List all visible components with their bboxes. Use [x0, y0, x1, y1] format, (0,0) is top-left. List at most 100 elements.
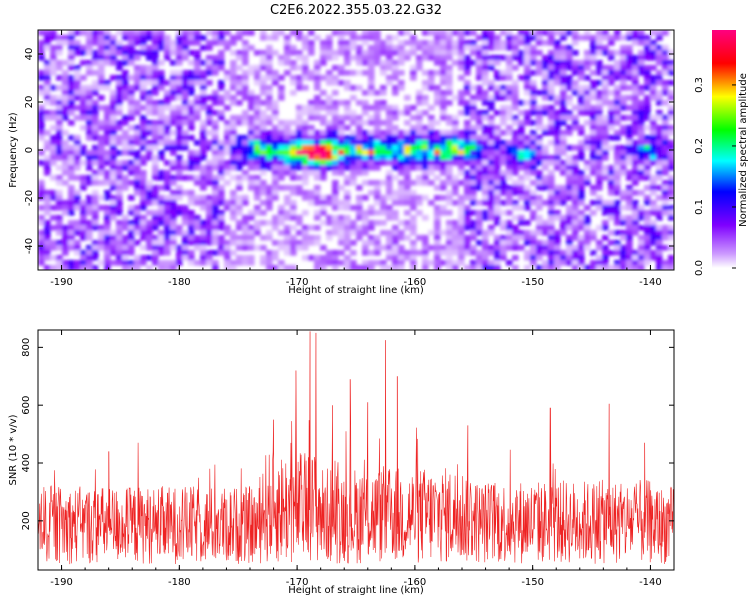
heatmap-cell [572, 230, 579, 236]
heatmap-cell [122, 145, 129, 151]
heatmap-cell [80, 255, 87, 261]
heatmap-cell [356, 45, 363, 51]
heatmap-cell [140, 225, 147, 231]
heatmap-cell [332, 260, 339, 266]
heatmap-cell [110, 170, 117, 176]
heatmap-cell [344, 105, 351, 111]
heatmap-cell [422, 150, 429, 156]
heatmap-cell [62, 235, 69, 241]
heatmap-cell [266, 200, 273, 206]
heatmap-cell [68, 40, 75, 46]
heatmap-cell [524, 50, 531, 56]
heatmap-cell [644, 125, 651, 131]
heatmap-cell [194, 150, 201, 156]
heatmap-cell [632, 220, 639, 226]
heatmap-cell [422, 85, 429, 91]
heatmap-cell [644, 145, 651, 151]
heatmap-cell [266, 50, 273, 56]
heatmap-cell [308, 170, 315, 176]
heatmap-cell [380, 265, 387, 270]
heatmap-cell [332, 265, 339, 270]
heatmap-cell [86, 60, 93, 66]
heatmap-cell [536, 255, 543, 261]
heatmap-cell [614, 165, 621, 171]
heatmap-cell [656, 70, 663, 76]
heatmap-cell [296, 110, 303, 116]
heatmap-cell [212, 205, 219, 211]
heatmap-cell [152, 190, 159, 196]
heatmap-cell [434, 185, 441, 191]
heatmap-cell [350, 205, 357, 211]
heatmap-cell [374, 245, 381, 251]
heatmap-cell [86, 70, 93, 76]
heatmap-cell [56, 230, 63, 236]
heatmap-cell [128, 45, 135, 51]
heatmap-cell [350, 250, 357, 256]
heatmap-cell [608, 115, 615, 121]
heatmap-cell [284, 120, 291, 126]
heatmap-cell [476, 165, 483, 171]
heatmap-cell [584, 55, 591, 61]
heatmap-cell [668, 265, 674, 270]
heatmap-cell [440, 60, 447, 66]
heatmap-cell [212, 175, 219, 181]
heatmap-cell [260, 185, 267, 191]
heatmap-cell [338, 45, 345, 51]
heatmap-cell [554, 265, 561, 270]
heatmap-cell [44, 155, 51, 161]
heatmap-cell [332, 225, 339, 231]
heatmap-cell [128, 205, 135, 211]
heatmap-cell [122, 160, 129, 166]
heatmap-cell [554, 50, 561, 56]
heatmap-cell [338, 135, 345, 141]
heatmap-cell [566, 165, 573, 171]
heatmap-cell [506, 160, 513, 166]
heatmap-cell [536, 175, 543, 181]
heatmap-cell [272, 250, 279, 256]
heatmap-cell [596, 60, 603, 66]
heatmap-cell [110, 150, 117, 156]
heatmap-cell [308, 255, 315, 261]
heatmap-cell [620, 250, 627, 256]
heatmap-cell [296, 135, 303, 141]
heatmap-cell [422, 195, 429, 201]
heatmap-cell [332, 215, 339, 221]
heatmap-cell [656, 80, 663, 86]
heatmap-cell [428, 165, 435, 171]
heatmap-cell [134, 135, 141, 141]
heatmap-cell [398, 160, 405, 166]
heatmap-cell [164, 195, 171, 201]
heatmap-cell [494, 175, 501, 181]
heatmap-cell [428, 45, 435, 51]
heatmap-cell [128, 250, 135, 256]
heatmap-cell [386, 245, 393, 251]
heatmap-cell [440, 145, 447, 151]
heatmap-cell [470, 165, 477, 171]
heatmap-cell [662, 115, 669, 121]
heatmap-cell [506, 185, 513, 191]
heatmap-cell [608, 135, 615, 141]
heatmap-cell [542, 90, 549, 96]
heatmap-cell [56, 75, 63, 81]
heatmap-cell [464, 150, 471, 156]
heatmap-cell [146, 105, 153, 111]
heatmap-cell [380, 70, 387, 76]
heatmap-cell [374, 240, 381, 246]
heatmap-cell [302, 105, 309, 111]
heatmap-cell [68, 190, 75, 196]
heatmap-cell [644, 55, 651, 61]
heatmap-cell [494, 210, 501, 216]
heatmap-cell [548, 210, 555, 216]
heatmap-cell [530, 95, 537, 101]
heatmap-cell [626, 135, 633, 141]
heatmap-cell [182, 100, 189, 106]
heatmap-cell [56, 205, 63, 211]
heatmap-cell [596, 145, 603, 151]
heatmap-cell [512, 185, 519, 191]
heatmap-cell [194, 110, 201, 116]
heatmap-cell [626, 85, 633, 91]
heatmap-cell [44, 115, 51, 121]
heatmap-cell [620, 35, 627, 41]
heatmap-cell [68, 225, 75, 231]
heatmap-cell [434, 255, 441, 261]
